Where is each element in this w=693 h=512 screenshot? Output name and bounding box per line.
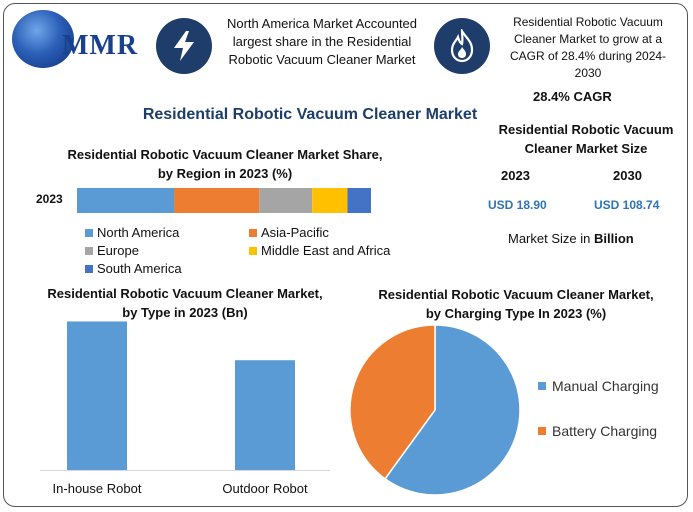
legend-mea: Middle East and Africa	[249, 243, 390, 258]
flame-icon	[434, 18, 490, 74]
legend-asia-pacific: Asia-Pacific	[249, 225, 329, 240]
lightning-icon	[156, 18, 212, 74]
legend-south-america: South America	[85, 261, 182, 276]
legend-swatch-manual	[538, 382, 546, 390]
legend-battery-charging: Battery Charging	[538, 423, 657, 439]
region-share-callout: North America Market Accounted largest s…	[226, 16, 418, 67]
main-title: Residential Robotic Vacuum Cleaner Marke…	[142, 106, 478, 123]
legend-manual-charging: Manual Charging	[538, 378, 659, 394]
legend-swatch-north-america	[85, 228, 93, 237]
region-chart-title: Residential Robotic Vacuum Cleaner Marke…	[67, 147, 383, 181]
type-bar-inhouse	[67, 321, 127, 470]
pie-slice-battery-charging	[349, 324, 436, 480]
region-bar-segment-south-america	[347, 188, 371, 213]
type-label-outdoor: Outdoor Robot	[222, 481, 308, 496]
brand-logo: MMR	[62, 30, 139, 61]
charging-chart-title: Residential Robotic Vacuum Cleaner Marke…	[378, 287, 654, 321]
legend-swatch-asia-pacific	[249, 228, 257, 237]
market-size-unit: Market Size in Billion	[508, 231, 634, 246]
infographic-frame	[3, 3, 688, 507]
market-size-title: Residential Robotic Vacuum Cleaner Marke…	[498, 122, 674, 156]
pie-slice-manual-charging	[383, 324, 521, 496]
cagr-value: 28.4% CAGR	[533, 89, 612, 104]
type-chart-title: Residential Robotic Vacuum Cleaner Marke…	[47, 286, 323, 320]
legend-swatch-battery	[538, 427, 546, 435]
market-size-2030: USD 108.74	[594, 198, 660, 212]
globe-logo-icon	[12, 10, 74, 68]
region-bar-segment-asia-pacific	[174, 188, 260, 213]
type-bar-outdoor	[235, 360, 295, 470]
legend-swatch-mea	[249, 246, 257, 255]
region-bar-segment-middle-east-and-africa	[312, 188, 348, 213]
legend-europe: Europe	[85, 243, 139, 258]
legend-swatch-south-america	[85, 264, 93, 273]
legend-north-america: North America	[85, 225, 179, 240]
region-bar-segment-north-america	[77, 188, 175, 213]
year-2030: 2030	[613, 168, 642, 183]
year-2023: 2023	[501, 168, 530, 183]
region-bar-segment-europe	[259, 188, 313, 213]
growth-callout: Residential Robotic Vacuum Cleaner Marke…	[509, 15, 667, 80]
type-label-inhouse: In-house Robot	[52, 481, 142, 496]
region-chart-category: 2023	[36, 192, 63, 206]
market-size-2023: USD 18.90	[488, 198, 547, 212]
legend-swatch-europe	[85, 246, 93, 255]
